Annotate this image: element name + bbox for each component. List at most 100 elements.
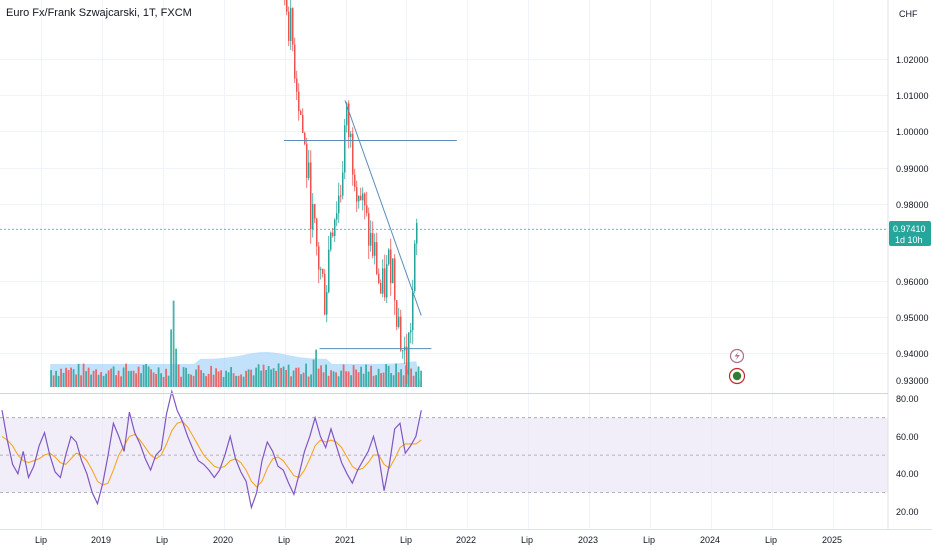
candle-body [402, 350, 404, 352]
candle-body [324, 273, 326, 315]
time-label: Lip [156, 535, 168, 545]
candle-body [314, 204, 316, 219]
volume-bar [100, 372, 102, 387]
candle-body [406, 346, 408, 375]
time-label: 2021 [335, 535, 355, 545]
volume-bar [350, 375, 352, 387]
last-price-badge: 0.97410 1d 10h [889, 221, 931, 246]
candle-body [334, 219, 336, 236]
candle-body [332, 232, 334, 236]
time-label: 2019 [91, 535, 111, 545]
volume-bar [167, 375, 170, 387]
candle-body [304, 132, 306, 145]
lightning-icon[interactable] [729, 348, 745, 364]
rsi-tick: 60.00 [896, 432, 919, 442]
candle-body [306, 144, 308, 179]
drawing-lines[interactable] [0, 100, 888, 350]
volume-bar [190, 374, 192, 387]
candle-body [396, 300, 398, 327]
volume-bar [265, 370, 267, 387]
volume-bar [187, 373, 190, 387]
volume-bar [62, 373, 65, 387]
volume-bar [322, 372, 325, 387]
volume-bar [152, 372, 155, 387]
candle-body [342, 172, 344, 196]
candle-body [370, 232, 372, 246]
rsi-line [1, 389, 422, 510]
time-label: Lip [765, 535, 777, 545]
volume-bar [380, 373, 382, 387]
candle-body [316, 218, 318, 247]
candle-body [388, 249, 390, 265]
volume-bar [420, 370, 422, 387]
time-label: Lip [643, 535, 655, 545]
volume-bar [120, 376, 122, 387]
candle-body [298, 91, 300, 112]
volume-bar [370, 365, 372, 387]
volume-bar [102, 375, 105, 387]
volume-bar [270, 369, 272, 387]
volume-bar [292, 370, 295, 387]
volume-bar [132, 370, 135, 387]
volume-bar [365, 364, 367, 387]
volume-bar [285, 370, 287, 387]
candle-body [378, 273, 380, 283]
candle-body [336, 213, 338, 220]
price-candles [284, 0, 418, 385]
volume-bar [275, 370, 277, 387]
volume-bar [255, 367, 257, 387]
volume-bar [67, 370, 70, 387]
volume-bar [95, 369, 97, 387]
candle-body [310, 162, 312, 230]
volume-bar [367, 371, 370, 387]
volume-bar [267, 366, 270, 387]
volume-bar [115, 375, 117, 387]
volume-bar [140, 373, 142, 387]
candle-body [356, 187, 358, 202]
volume-bar [107, 370, 110, 387]
candle-body [376, 241, 378, 274]
volume-bar [280, 367, 282, 387]
volume-bar [347, 371, 350, 387]
price-tick: 1.02000 [896, 55, 929, 65]
volume-bar [57, 375, 60, 387]
price-tick: 1.01000 [896, 91, 929, 101]
volume-bar [252, 375, 255, 387]
candle-body [408, 332, 410, 375]
candle-body [328, 249, 330, 293]
candle-body [286, 0, 288, 12]
candle-body [290, 8, 292, 41]
candle-body [296, 78, 298, 92]
volume-bar [135, 373, 137, 387]
candle-body [380, 282, 382, 294]
time-label: 2023 [578, 535, 598, 545]
volume-bar [392, 375, 395, 387]
volume-bar [307, 376, 310, 387]
volume-bar [217, 371, 220, 387]
candle-body [360, 195, 362, 201]
volume-bar [272, 368, 275, 387]
volume-bar [232, 373, 235, 387]
volume-bar [117, 370, 120, 387]
candle-body [288, 11, 290, 41]
time-label: 2020 [213, 535, 233, 545]
volume-bar [60, 368, 62, 387]
candle-body [382, 268, 384, 294]
earnings-icon[interactable] [728, 367, 746, 385]
price-tick: 0.94000 [896, 349, 929, 359]
volume-bar [227, 372, 230, 387]
volume-bar [150, 369, 152, 387]
volume-bar [410, 368, 412, 387]
volume-bar [297, 367, 300, 387]
volume-bar [282, 366, 285, 387]
rsi-ma-line [1, 420, 422, 488]
volume-bar [400, 369, 402, 387]
volume-bar [155, 374, 157, 387]
candle-body [366, 205, 368, 214]
volume-bar [142, 365, 145, 387]
volume-bar [337, 376, 340, 387]
volume-bar [277, 363, 280, 387]
volume-bar [90, 374, 92, 387]
price-tick: 0.93000 [896, 376, 929, 386]
